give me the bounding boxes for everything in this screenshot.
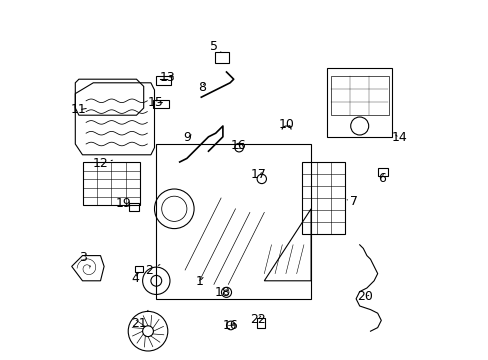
Text: 19: 19	[116, 197, 131, 210]
Text: 10: 10	[278, 118, 294, 131]
Text: 2: 2	[145, 264, 160, 276]
Text: 20: 20	[356, 291, 372, 303]
Bar	[302, 162, 345, 234]
Text: 3: 3	[79, 251, 90, 266]
Bar	[152, 100, 168, 108]
Bar	[156, 144, 310, 299]
Text: 22: 22	[249, 313, 265, 326]
Text: 16: 16	[230, 139, 246, 152]
Text: 18: 18	[214, 286, 230, 299]
Bar	[128, 203, 139, 211]
Bar	[256, 318, 264, 328]
Bar	[330, 76, 387, 115]
Bar	[82, 162, 140, 205]
Bar	[135, 266, 142, 272]
Text: 1: 1	[195, 275, 203, 288]
Text: 7: 7	[346, 195, 358, 208]
Text: 17: 17	[250, 168, 265, 181]
Bar	[215, 52, 229, 63]
Bar	[156, 76, 170, 85]
Text: 16: 16	[223, 319, 238, 332]
Text: 8: 8	[198, 81, 205, 94]
Text: 14: 14	[390, 131, 407, 144]
Text: 21: 21	[131, 310, 148, 330]
Text: 15: 15	[147, 96, 163, 109]
Text: 5: 5	[209, 40, 221, 53]
Text: 9: 9	[183, 131, 191, 144]
Text: 12: 12	[92, 157, 112, 170]
Text: 4: 4	[131, 272, 139, 285]
Bar	[326, 68, 391, 137]
Text: 11: 11	[71, 103, 86, 116]
Text: 13: 13	[159, 71, 175, 84]
Bar	[378, 168, 387, 176]
Text: 6: 6	[377, 172, 385, 185]
